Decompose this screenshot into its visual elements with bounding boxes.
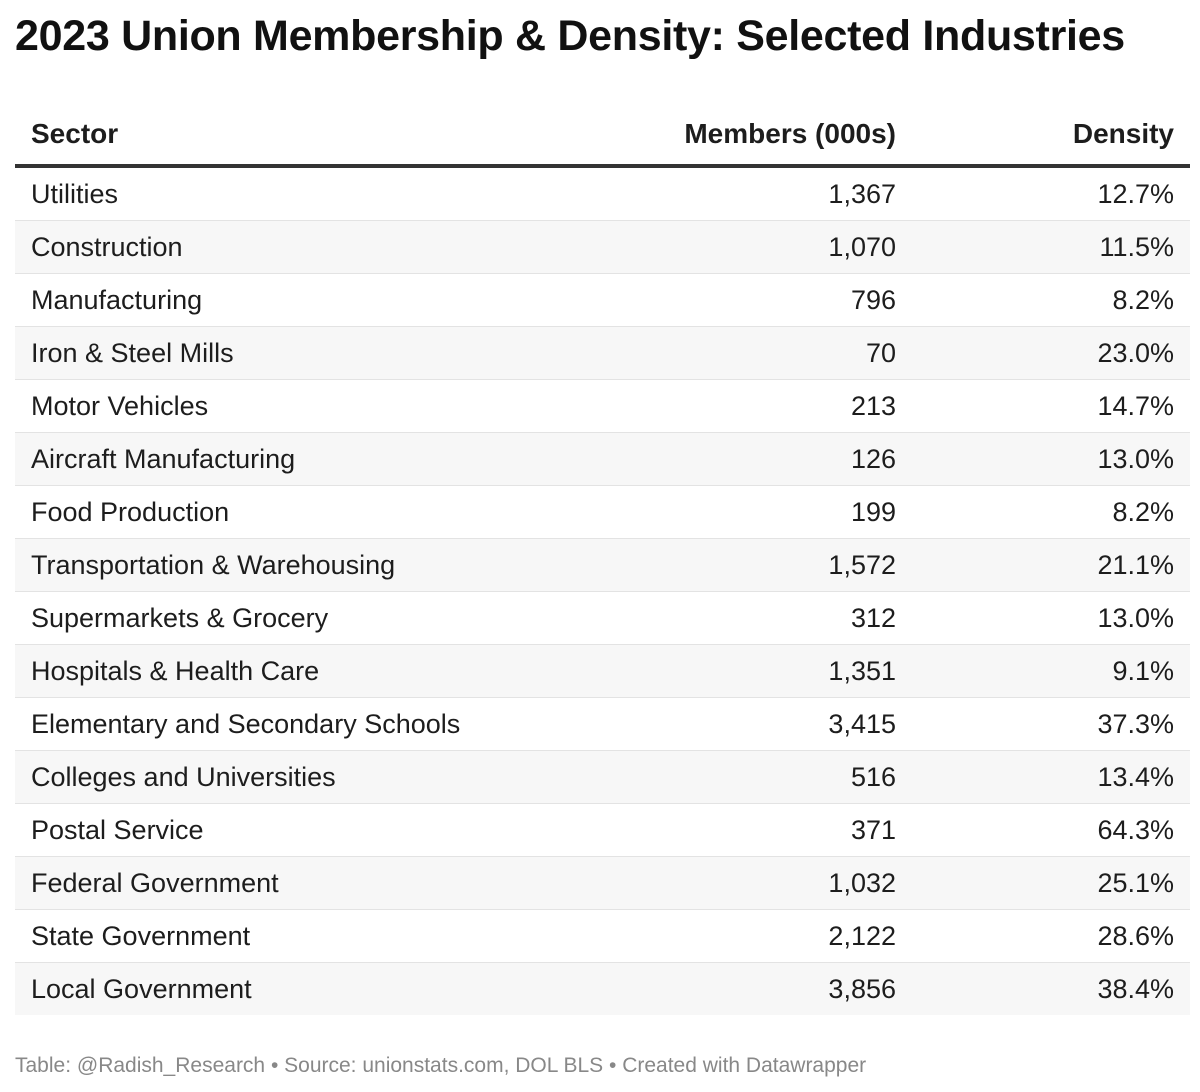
members-cell: 312 [535, 591, 901, 645]
sector-cell: Elementary and Secondary Schools [15, 697, 535, 751]
members-cell: 2,122 [535, 909, 901, 963]
density-cell: 11.5% [901, 220, 1190, 274]
sector-cell: Local Government [15, 962, 535, 1015]
table-row: Federal Government 1,032 25.1% [15, 856, 1190, 910]
members-cell: 3,415 [535, 697, 901, 751]
sector-cell: State Government [15, 909, 535, 963]
page-title: 2023 Union Membership & Density: Selecte… [15, 12, 1125, 60]
density-cell: 14.7% [901, 379, 1190, 433]
density-cell: 8.2% [901, 485, 1190, 539]
sector-cell: Iron & Steel Mills [15, 326, 535, 380]
members-cell: 1,572 [535, 538, 901, 592]
sector-cell: Transportation & Warehousing [15, 538, 535, 592]
density-cell: 37.3% [901, 697, 1190, 751]
members-cell: 371 [535, 803, 901, 857]
table-row: Iron & Steel Mills 70 23.0% [15, 326, 1190, 380]
sector-cell: Supermarkets & Grocery [15, 591, 535, 645]
table-row: State Government 2,122 28.6% [15, 909, 1190, 963]
table-row: Transportation & Warehousing 1,572 21.1% [15, 538, 1190, 592]
sector-cell: Federal Government [15, 856, 535, 910]
table-row: Elementary and Secondary Schools 3,415 37.… [15, 697, 1190, 751]
members-cell: 1,070 [535, 220, 901, 274]
table-row: Local Government 3,856 38.4% [15, 962, 1190, 1015]
members-cell: 70 [535, 326, 901, 380]
table-header: Sector Members (000s) Density [15, 104, 1190, 168]
table-row: Manufacturing 796 8.2% [15, 273, 1190, 327]
members-cell: 1,032 [535, 856, 901, 910]
sector-cell: Motor Vehicles [15, 379, 535, 433]
members-cell: 1,351 [535, 644, 901, 698]
members-cell: 3,856 [535, 962, 901, 1015]
density-cell: 64.3% [901, 803, 1190, 857]
sector-cell: Manufacturing [15, 273, 535, 327]
sector-cell: Food Production [15, 485, 535, 539]
density-cell: 23.0% [901, 326, 1190, 380]
density-cell: 12.7% [901, 166, 1190, 221]
table-row: Food Production 199 8.2% [15, 485, 1190, 539]
table-row: Hospitals & Health Care 1,351 9.1% [15, 644, 1190, 698]
density-cell: 13.0% [901, 432, 1190, 486]
sector-cell: Construction [15, 220, 535, 274]
source-footer: Table: @Radish_Research • Source: unions… [15, 1054, 867, 1077]
column-header-sector: Sector [15, 104, 535, 168]
table-row: Utilities 1,367 12.7% [15, 166, 1190, 221]
table-row: Motor Vehicles 213 14.7% [15, 379, 1190, 433]
data-table: Sector Members (000s) Density Utilities 1… [15, 104, 1190, 1015]
table-row: Postal Service 371 64.3% [15, 803, 1190, 857]
data-table-container: Sector Members (000s) Density Utilities 1… [15, 104, 1190, 1015]
sector-cell: Hospitals & Health Care [15, 644, 535, 698]
density-cell: 8.2% [901, 273, 1190, 327]
sector-cell: Utilities [15, 166, 535, 221]
table-row: Aircraft Manufacturing 126 13.0% [15, 432, 1190, 486]
density-cell: 13.4% [901, 750, 1190, 804]
sector-cell: Aircraft Manufacturing [15, 432, 535, 486]
table-row: Supermarkets & Grocery 312 13.0% [15, 591, 1190, 645]
members-cell: 516 [535, 750, 901, 804]
table-body: Utilities 1,367 12.7% Construction 1,070 11.5… [15, 166, 1190, 1015]
sector-cell: Colleges and Universities [15, 750, 535, 804]
density-cell: 25.1% [901, 856, 1190, 910]
sector-cell: Postal Service [15, 803, 535, 857]
table-row: Construction 1,070 11.5% [15, 220, 1190, 274]
density-cell: 9.1% [901, 644, 1190, 698]
members-cell: 796 [535, 273, 901, 327]
density-cell: 21.1% [901, 538, 1190, 592]
density-cell: 38.4% [901, 962, 1190, 1015]
column-header-density: Density [901, 104, 1190, 168]
members-cell: 126 [535, 432, 901, 486]
density-cell: 28.6% [901, 909, 1190, 963]
members-cell: 199 [535, 485, 901, 539]
header-row: Sector Members (000s) Density [15, 104, 1190, 168]
members-cell: 213 [535, 379, 901, 433]
column-header-members: Members (000s) [535, 104, 901, 168]
members-cell: 1,367 [535, 166, 901, 221]
table-row: Colleges and Universities 516 13.4% [15, 750, 1190, 804]
density-cell: 13.0% [901, 591, 1190, 645]
